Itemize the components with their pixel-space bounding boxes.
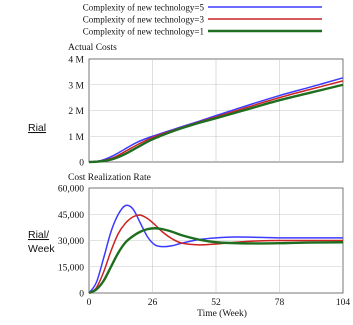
y-tick-label: 60,000: [58, 185, 84, 195]
chart-title: Cost Realization Rate: [68, 173, 151, 183]
y-axis-label: Rial: [28, 122, 46, 134]
x-axis-label: Time (Week): [197, 308, 247, 319]
legend: Complexity of new technology=5 Complexity…: [83, 3, 322, 37]
chart-title: Actual Costs: [68, 43, 117, 53]
y-tick-label: 3 M: [68, 81, 84, 91]
y-tick-label: 30,000: [58, 237, 84, 247]
x-tick-label: 78: [275, 298, 285, 308]
x-tick-label: 104: [336, 298, 351, 308]
legend-label: Complexity of new technology=1: [83, 27, 204, 37]
series-line: [88, 227, 344, 295]
y-tick-label: 1 M: [68, 133, 84, 143]
y-tick-label: 0: [79, 159, 84, 169]
y-axis-label: Rial/: [28, 229, 49, 241]
y-tick-label: 4 M: [68, 56, 84, 66]
series-line: [88, 204, 343, 294]
chart-cost-realization-rate: 0 15,000 30,000 45,000 60,000 0 26 52 78 104 Cost …: [28, 173, 350, 319]
y-tick-label: 2 M: [68, 107, 84, 117]
legend-label: Complexity of new technology=5: [83, 3, 205, 13]
y-tick-label: 0: [79, 290, 84, 300]
legend-label: Complexity of new technology=3: [83, 15, 205, 25]
x-tick-label: 0: [87, 298, 92, 308]
x-tick-label: 52: [211, 298, 221, 308]
chart-actual-costs: 0 1 M 2 M 3 M 4 M Actual Costs Rial: [28, 43, 344, 169]
x-tick-label: 26: [148, 298, 158, 308]
series-line: [88, 83, 344, 164]
y-axis-label: Week: [28, 243, 55, 255]
y-tick-label: 15,000: [58, 263, 84, 273]
y-tick-label: 45,000: [58, 211, 84, 221]
